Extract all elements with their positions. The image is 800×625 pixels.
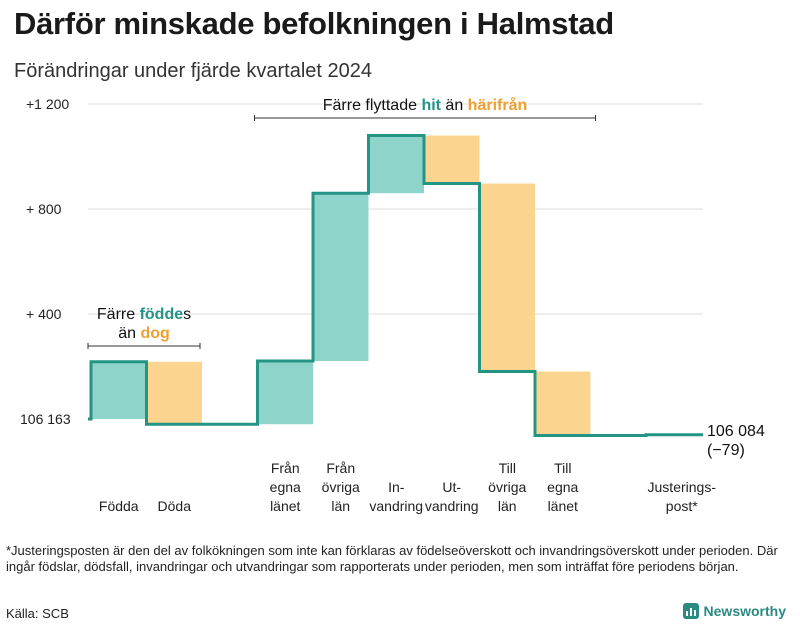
category-label: Justerings- [648,479,717,495]
annotation-text: än dog [118,325,170,342]
category-label: län [498,498,517,514]
start-value-label: 106 163 [20,411,71,427]
category-label: post* [666,498,698,514]
newsworthy-logo: Newsworthy [682,603,786,619]
end-change-label: (−79) [707,442,745,459]
bar-2 [146,361,202,425]
category-label: egna [547,479,578,495]
y-tick-label: + 800 [26,201,62,217]
chart-subtitle: Förändringar under fjärde kvartalet 2024 [14,60,372,82]
bar-chart-icon [682,603,699,619]
brand-name: Newsworthy [703,603,786,619]
category-label: övriga [488,479,526,495]
bar-4 [313,193,369,361]
bar-3 [257,360,313,425]
annotation-text: Färre föddes [97,306,191,323]
category-label: Till [554,460,571,476]
category-label: länet [270,498,300,514]
category-label: länet [548,498,578,514]
category-label: In- [388,479,405,495]
bar-8 [535,371,591,436]
cumulative-line [88,134,703,438]
category-label: Från [326,460,355,476]
annotation-text: Färre flyttade hit än härifrån [323,96,528,114]
category-label: Ut- [442,479,461,495]
footnote: *Justeringsposten är den del av folkökni… [6,543,778,574]
category-label: län [331,498,350,514]
source-note: Källa: SCB [6,606,69,621]
category-label: Till [499,460,516,476]
category-label: egna [270,479,301,495]
category-label: vandring [425,498,479,514]
category-label: Från [271,460,300,476]
bar-6 [424,135,480,184]
bar-1 [91,361,147,419]
bar-5 [368,135,424,194]
waterfall-chart: +1 200 + 800 + 400 106 163 Födda Döda Från egna… [20,96,765,514]
category-label: vandring [369,498,423,514]
category-label: Födda [99,498,139,514]
category-label: Döda [158,498,192,514]
end-value-label: 106 084 [707,423,765,440]
y-tick-label: +1 200 [26,96,69,112]
bar-7 [479,183,535,372]
category-label: övriga [322,479,360,495]
chart-title: Därför minskade befolkningen i Halmstad [14,6,614,41]
y-tick-label: + 400 [26,306,62,322]
